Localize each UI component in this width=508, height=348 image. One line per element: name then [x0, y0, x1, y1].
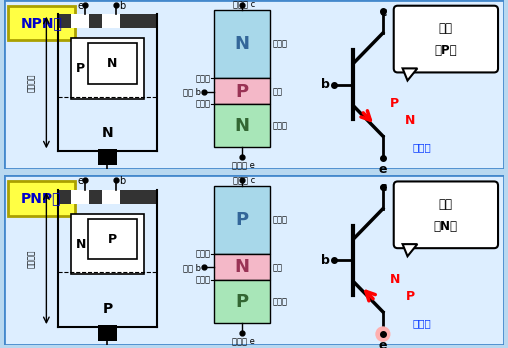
Text: 集电极 c: 集电极 c	[233, 1, 255, 10]
Text: b: b	[119, 176, 125, 187]
Text: P: P	[76, 62, 85, 75]
Bar	[214, 10, 270, 79]
Text: P: P	[235, 293, 248, 311]
Text: b: b	[119, 1, 125, 11]
Bar	[58, 14, 156, 28]
Bar	[103, 190, 120, 204]
Text: 基区: 基区	[273, 263, 282, 272]
Text: e: e	[378, 164, 387, 176]
Bar	[8, 6, 75, 40]
FancyBboxPatch shape	[394, 6, 498, 72]
Text: N: N	[107, 57, 117, 70]
Text: N: N	[390, 273, 400, 286]
Text: 几百微米: 几百微米	[27, 249, 36, 268]
Bar	[214, 254, 270, 279]
Bar	[98, 149, 117, 165]
Text: 为P区: 为P区	[434, 44, 457, 57]
Text: N: N	[234, 258, 249, 276]
Text: e: e	[78, 1, 84, 11]
Bar	[103, 14, 120, 28]
Bar	[214, 79, 270, 104]
Text: 集电结: 集电结	[196, 74, 211, 83]
Text: 几百微米: 几百微米	[27, 73, 36, 92]
Text: P: P	[406, 290, 415, 303]
Text: 发射区: 发射区	[273, 121, 288, 130]
Text: 中间: 中间	[439, 22, 453, 35]
Polygon shape	[402, 244, 418, 256]
Bar	[71, 14, 89, 28]
Text: N: N	[76, 238, 86, 251]
Bar	[88, 43, 137, 84]
Text: 集电结: 集电结	[196, 250, 211, 259]
Text: 为N区: 为N区	[434, 220, 458, 233]
Text: e: e	[78, 176, 84, 187]
Text: 集电区: 集电区	[273, 40, 288, 49]
Text: N: N	[102, 126, 113, 140]
Text: e: e	[378, 339, 387, 348]
Bar	[71, 214, 144, 275]
Bar	[214, 185, 270, 254]
Text: b: b	[321, 254, 330, 267]
Text: c: c	[379, 181, 387, 195]
Bar	[58, 190, 156, 204]
Text: PNP型: PNP型	[21, 192, 61, 206]
Bar	[98, 325, 117, 341]
Bar	[214, 104, 270, 147]
Text: 发射极: 发射极	[413, 318, 432, 328]
Text: b: b	[321, 78, 330, 91]
Text: N: N	[234, 35, 249, 53]
Bar	[214, 279, 270, 323]
Bar	[71, 38, 144, 99]
Circle shape	[376, 327, 390, 341]
Text: P: P	[235, 82, 248, 101]
Text: P: P	[102, 302, 112, 316]
Text: N: N	[234, 117, 249, 135]
Text: 基极 b: 基极 b	[183, 87, 201, 96]
Text: 集电区: 集电区	[273, 215, 288, 224]
Text: 发射区: 发射区	[273, 297, 288, 306]
Text: P: P	[235, 211, 248, 229]
Text: 发射结: 发射结	[196, 275, 211, 284]
Text: c: c	[379, 6, 387, 19]
Text: P: P	[390, 97, 399, 110]
Text: 发射结: 发射结	[196, 99, 211, 108]
Text: 发射极: 发射极	[413, 142, 432, 152]
Text: N: N	[405, 114, 416, 127]
Text: NPN型: NPN型	[20, 16, 62, 30]
Text: 发射极 e: 发射极 e	[232, 337, 255, 346]
Text: 集电极 c: 集电极 c	[233, 176, 255, 185]
Text: 中间: 中间	[439, 198, 453, 211]
Text: 基区: 基区	[273, 87, 282, 96]
Bar	[88, 219, 137, 259]
Text: 基极 b: 基极 b	[183, 263, 201, 272]
Text: P: P	[108, 232, 117, 246]
Polygon shape	[402, 69, 418, 80]
Bar	[71, 190, 89, 204]
FancyBboxPatch shape	[394, 181, 498, 248]
Text: c: c	[101, 177, 106, 188]
Text: 发射极 e: 发射极 e	[232, 161, 255, 171]
Bar	[8, 181, 75, 216]
